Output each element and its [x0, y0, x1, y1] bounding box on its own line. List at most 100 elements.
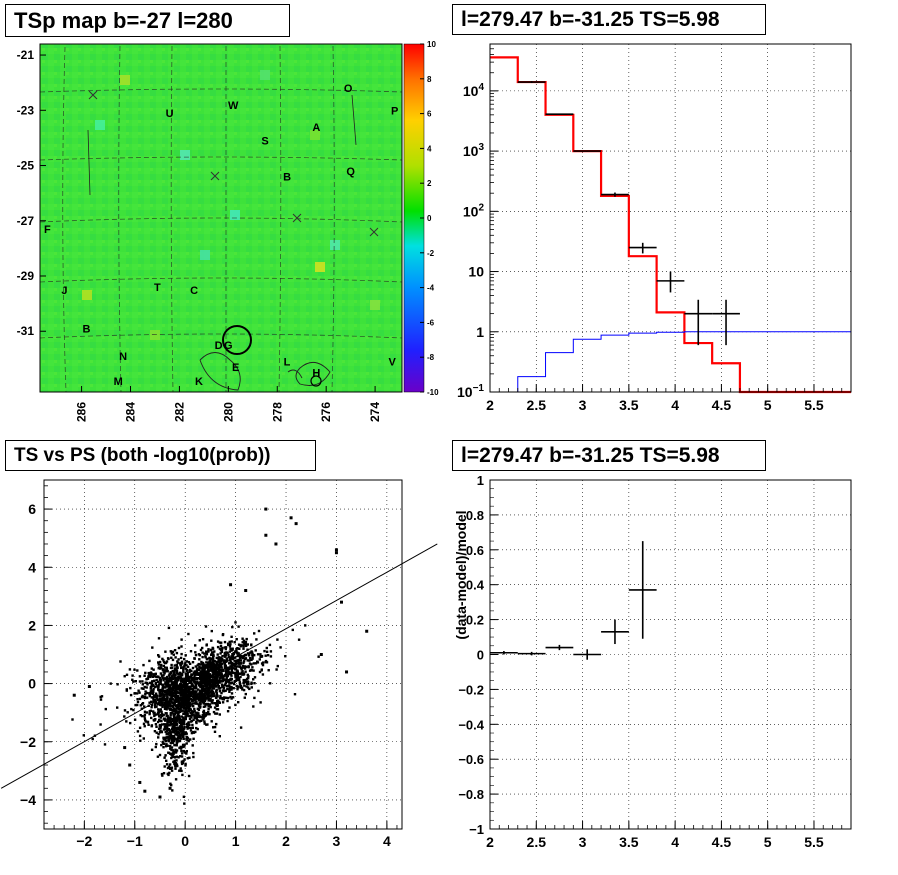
scatter-point: [161, 677, 164, 680]
scatter-point: [200, 693, 203, 696]
scatter-point: [176, 717, 179, 721]
scatter-point: [213, 694, 216, 698]
scatter-point: [192, 671, 196, 674]
scatter-point: [208, 677, 211, 680]
tsmap-source-label: E: [232, 362, 239, 374]
scatter-point: [250, 644, 253, 647]
scatter-point: [210, 639, 213, 642]
scatter-point: [208, 703, 212, 706]
scatter-point: [225, 657, 228, 660]
scatter-point: [161, 675, 164, 678]
scatter-point: [178, 739, 182, 743]
scatter-point: [178, 737, 181, 740]
tsmap-source-label: B: [82, 323, 90, 335]
scatter-point: [166, 721, 169, 725]
scatter-point: [143, 710, 147, 713]
scatter-point: [171, 722, 174, 726]
scatter-point: [158, 688, 162, 692]
scatter-point: [213, 706, 217, 709]
scatter-point: [228, 690, 231, 693]
scatter-point: [237, 701, 240, 704]
scatter-point: [207, 697, 210, 700]
scatter-point: [172, 755, 175, 759]
scatter-point: [181, 677, 184, 680]
scatter-point: [248, 654, 251, 657]
scatter-point: [217, 672, 220, 676]
scatter-point: [188, 675, 192, 679]
scatter-point: [176, 679, 179, 683]
scatter-point: [213, 663, 216, 666]
scatter-point: [173, 723, 176, 727]
scatter-point: [182, 716, 185, 719]
scatter-point: [150, 706, 153, 709]
scatter-point: [166, 705, 169, 708]
residual-x-tick-label: 3.5: [619, 834, 639, 850]
scatter-point: [228, 685, 231, 688]
scatter-point: [160, 701, 164, 704]
scatter-point: [174, 762, 178, 765]
scatter-point: [163, 737, 167, 740]
scatter-point: [148, 659, 151, 663]
scatter-point: [183, 706, 186, 709]
scatter-point: [162, 772, 166, 775]
scatter-point: [161, 657, 164, 661]
scatter-point: [265, 646, 268, 650]
residual-y-tick-label: −0.4: [458, 717, 484, 732]
scatter-point: [215, 708, 218, 711]
scatter-point: [169, 713, 172, 717]
tsmap-y-tick-label: -23: [17, 103, 35, 117]
scatter-point: [182, 717, 185, 721]
scatter-point: [164, 666, 167, 669]
scatter-point: [238, 682, 242, 686]
scatter-outlier-point: [87, 684, 91, 688]
scatter-point: [183, 802, 186, 805]
scatter-point: [174, 727, 178, 730]
scatter-point: [194, 702, 198, 705]
scatter-point: [196, 711, 199, 714]
scatter-point: [183, 691, 186, 694]
scatter-point: [190, 681, 193, 685]
scatter-point: [154, 693, 158, 697]
scatter-point: [151, 646, 154, 649]
scatter-point: [232, 652, 236, 656]
scatter-point: [201, 672, 204, 675]
scatter-x-tick-label: −1: [127, 833, 143, 849]
scatter-point: [192, 718, 195, 721]
scatter-point: [206, 664, 209, 667]
scatter-point: [148, 692, 151, 695]
scatter-point: [185, 706, 189, 710]
tsmap-source-label: G: [224, 340, 233, 352]
scatter-point: [171, 677, 175, 681]
scatter-point: [175, 749, 179, 752]
scatter-point: [131, 678, 134, 681]
scatter-point: [194, 677, 197, 681]
scatter-point: [186, 724, 189, 727]
scatter-point: [255, 638, 258, 641]
scatter-point: [212, 666, 216, 670]
spectrum-x-tick-label: 2: [486, 397, 494, 413]
scatter-point: [190, 731, 194, 735]
scatter-point: [170, 712, 173, 715]
scatter-point: [194, 690, 197, 693]
scatter-point: [143, 705, 146, 708]
scatter-point: [173, 668, 177, 672]
scatter-point: [227, 680, 230, 683]
scatter-point: [187, 632, 190, 636]
tsmap-patch: [200, 250, 210, 260]
scatter-point: [193, 716, 196, 720]
scatter-point: [177, 732, 180, 735]
scatter-point: [182, 727, 185, 731]
scatter-point: [167, 735, 170, 739]
scatter-point: [179, 735, 182, 738]
scatter-point: [231, 656, 234, 659]
scatter-point: [192, 755, 195, 759]
scatter-point: [143, 674, 146, 677]
residual-x-tick-label: 2: [486, 834, 494, 850]
scatter-point: [179, 704, 182, 707]
scatter-point: [169, 782, 172, 785]
scatter-point: [177, 716, 180, 719]
scatter-point: [212, 676, 216, 679]
scatter-point: [172, 735, 175, 738]
scatter-point: [215, 675, 218, 678]
tsmap-source-label: S: [261, 136, 268, 148]
